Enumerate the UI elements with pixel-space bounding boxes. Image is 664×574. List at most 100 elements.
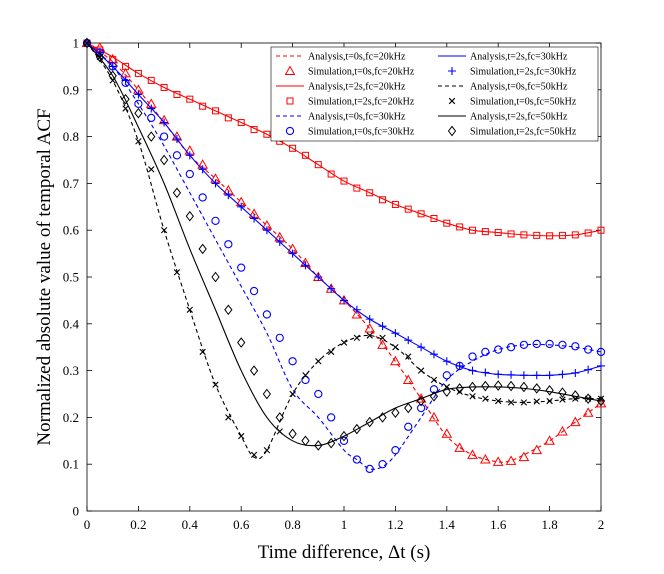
circle-marker: [494, 345, 503, 354]
circle-marker: [468, 352, 477, 361]
diamond-marker: [249, 365, 259, 376]
plus-marker: [442, 357, 451, 366]
diamond-marker: [339, 430, 349, 442]
triangle-marker: [518, 451, 530, 462]
analysis-line: [86, 42, 602, 470]
plus-marker: [532, 371, 541, 380]
x-marker: [469, 393, 476, 400]
diamond-marker: [237, 337, 246, 348]
triangle-marker: [479, 454, 491, 464]
x-axis: 0 0.2 0.4 0.6 0.8 1 1.2 1.4 1.6 1.8 2: [84, 43, 605, 532]
triangle-marker: [505, 455, 517, 465]
x-tick-label: 1.6: [490, 517, 507, 532]
plus-marker: [275, 237, 284, 246]
x-marker: [366, 332, 373, 339]
circle-marker: [159, 132, 169, 141]
circle-marker: [365, 464, 374, 474]
circle-marker: [211, 216, 220, 225]
plus-marker: [134, 90, 143, 99]
square-marker: [134, 69, 142, 77]
y-tick-label: 0.4: [63, 316, 80, 331]
square-marker: [584, 229, 592, 237]
diamond-marker: [314, 440, 323, 451]
square-marker: [340, 177, 348, 185]
circle-marker: [584, 345, 593, 354]
legend-item: Simulation,t=2s,fc=30kHz: [448, 67, 577, 78]
series-2: [86, 42, 602, 237]
x-tick-label: 1: [341, 517, 348, 532]
legend-label: Analysis,t=0s,fc=50kHz: [470, 82, 568, 93]
square-marker: [443, 219, 451, 227]
circle-marker: [404, 422, 413, 431]
triangle-marker: [569, 416, 581, 427]
triangle-marker: [428, 411, 440, 422]
square-marker: [289, 144, 297, 152]
diamond-marker: [429, 391, 439, 402]
legend-label: Analysis,t=2s,fc=20kHz: [308, 82, 406, 93]
square-marker: [507, 230, 515, 238]
plus-marker: [185, 151, 194, 160]
x-marker: [448, 97, 456, 105]
diamond-marker: [327, 437, 336, 449]
plus-marker: [468, 366, 477, 375]
x-marker: [186, 306, 193, 313]
legend-label: Simulation,t=2s,fc=20kHz: [308, 97, 415, 108]
square-marker: [391, 200, 399, 208]
y-tick-label: 0.9: [63, 82, 79, 97]
legend-label: Simulation,t=2s,fc=50kHz: [470, 127, 577, 138]
triangle-marker: [402, 374, 414, 384]
triangle-marker: [582, 407, 594, 417]
diamond-marker: [455, 383, 464, 394]
diamond-marker: [494, 380, 503, 391]
triangle-marker: [364, 322, 376, 333]
x-marker: [430, 376, 438, 384]
square-marker: [122, 62, 130, 70]
x-tick-label: 2: [598, 517, 605, 532]
x-marker: [315, 358, 322, 365]
plus-marker: [211, 179, 220, 188]
y-tick-label: 0.5: [63, 270, 79, 285]
diamond-marker: [108, 70, 117, 82]
square-marker: [314, 161, 322, 169]
plus-marker: [404, 336, 413, 345]
y-tick-label: 0.3: [63, 363, 79, 378]
x-marker: [559, 396, 566, 403]
square-marker: [237, 119, 245, 127]
square-marker: [520, 231, 528, 239]
analysis-line: [86, 42, 602, 447]
square-marker: [224, 114, 232, 122]
plus-marker: [160, 118, 169, 127]
square-marker: [263, 130, 271, 138]
x-marker: [173, 269, 181, 276]
square-marker: [404, 205, 412, 213]
diamond-marker: [481, 380, 490, 392]
plus-marker: [224, 191, 233, 200]
legend-item: Simulation,t=0s,fc=50kHz: [448, 97, 577, 108]
x-marker: [340, 339, 348, 346]
plus-marker: [365, 315, 374, 324]
x-marker: [495, 397, 502, 405]
x-tick-label: 0.6: [233, 517, 250, 532]
series-4: [86, 42, 602, 470]
y-tick-label: 0.2: [63, 410, 79, 425]
series-11: [82, 37, 606, 451]
legend-label: Simulation,t=0s,fc=30kHz: [308, 127, 415, 138]
diamond-marker: [275, 412, 284, 423]
legend-item: Simulation,t=0s,fc=20kHz: [284, 65, 415, 78]
diamond-marker: [447, 125, 457, 137]
x-marker: [135, 138, 142, 145]
circle-marker: [249, 286, 259, 296]
triangle-marker: [544, 435, 555, 445]
diamond-marker: [519, 381, 529, 393]
plus-marker: [494, 370, 503, 379]
diamond-marker: [404, 402, 413, 414]
plus-marker: [172, 134, 181, 143]
square-marker: [481, 228, 489, 236]
diamond-marker: [185, 210, 194, 222]
square-marker: [186, 95, 194, 103]
plus-marker: [545, 371, 554, 380]
plus-marker: [340, 296, 348, 305]
circle-marker: [558, 340, 567, 350]
plus-marker: [507, 370, 516, 379]
circle-marker: [506, 343, 516, 352]
